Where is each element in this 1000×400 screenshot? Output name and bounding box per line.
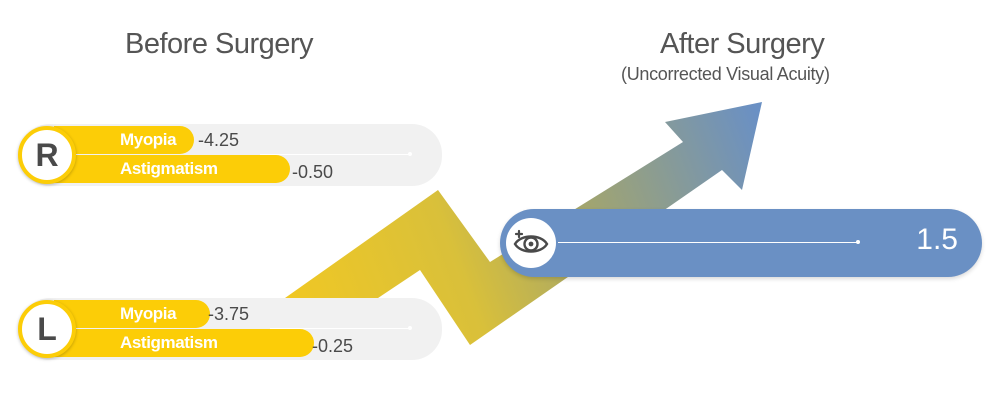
right-myopia-bar: Myopia (54, 126, 194, 154)
after-guide-dot (856, 240, 860, 244)
before-surgery-title: Before Surgery (125, 28, 314, 60)
right-myopia-guide (260, 154, 410, 155)
left-astigmatism-value: -0.25 (312, 336, 354, 356)
left-myopia-value: -3.75 (208, 304, 250, 324)
after-visual-acuity-value: 1.5 (916, 223, 958, 256)
right-myopia-guide-dot (408, 152, 412, 156)
right-myopia-value: -4.25 (198, 130, 240, 150)
after-surgery-panel: 1.5 (500, 209, 982, 277)
left-myopia-bar: Myopia (54, 300, 210, 328)
after-surgery-title: After Surgery (660, 28, 825, 60)
right-eye-panel: Myopia Astigmatism -4.25 -0.50 R (14, 124, 442, 186)
after-surgery-subtitle: (Uncorrected Visual Acuity) (621, 64, 830, 84)
right-astigmatism-value: -0.50 (292, 162, 334, 182)
left-astigmatism-label: Astigmatism (120, 333, 218, 352)
right-myopia-label: Myopia (120, 130, 177, 149)
left-eye-panel: Myopia Astigmatism -3.75 -0.25 L (14, 298, 442, 360)
right-eye-badge: R (18, 126, 76, 184)
left-myopia-label: Myopia (120, 304, 177, 323)
left-eye-badge: L (18, 300, 76, 358)
right-astigmatism-label: Astigmatism (120, 159, 218, 178)
eye-badge (506, 218, 556, 268)
eye-icon (513, 229, 549, 253)
after-guide-line (558, 242, 858, 243)
arrow-shape (268, 102, 762, 350)
left-astigmatism-bar: Astigmatism (54, 329, 314, 357)
left-myopia-guide-dot (408, 326, 412, 330)
left-myopia-guide (270, 328, 410, 329)
right-astigmatism-bar: Astigmatism (54, 155, 290, 183)
